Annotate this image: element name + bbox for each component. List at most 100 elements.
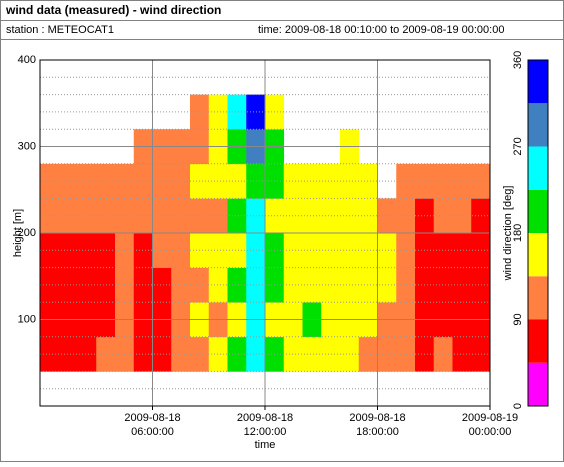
- station: station : METEOCAT1: [6, 24, 114, 36]
- heat-cell: [208, 198, 228, 234]
- heat-cell: [77, 198, 97, 234]
- heat-cell: [358, 163, 378, 199]
- heat-cell: [208, 163, 228, 199]
- heat-cell: [227, 198, 247, 234]
- heat-cell: [152, 233, 172, 268]
- heat-cell: [471, 198, 491, 234]
- heat-cell: [396, 163, 416, 199]
- heat-cell: [452, 163, 472, 199]
- colorbar-swatch: [528, 276, 548, 320]
- chart-title: wind data (measured) - wind direction: [5, 3, 221, 17]
- heat-cell: [321, 163, 341, 199]
- heat-cell: [246, 336, 266, 372]
- heat-cell: [283, 336, 303, 372]
- x-tick-label: 2009-08-18: [349, 412, 405, 424]
- colorbar-swatch: [528, 233, 548, 277]
- heat-cell: [283, 267, 303, 303]
- heat-cell: [396, 336, 416, 372]
- heat-cell: [133, 163, 153, 199]
- heat-cell: [358, 198, 378, 234]
- x-tick-label: 12:00:00: [244, 426, 287, 438]
- plot-border: [39, 59, 491, 407]
- heat-cell: [452, 233, 472, 268]
- heat-cell: [396, 198, 416, 234]
- heat-cell: [246, 198, 266, 234]
- x-axis-label: time: [255, 439, 276, 451]
- x-tick-label: 18:00:00: [356, 426, 399, 438]
- heat-cell: [152, 267, 172, 303]
- heat-cell: [433, 198, 453, 234]
- heat-cell: [396, 267, 416, 303]
- heat-cell: [77, 163, 97, 199]
- heat-cell: [58, 233, 78, 268]
- heat-cell: [302, 233, 322, 268]
- heat-cell: [208, 233, 228, 268]
- heat-cell: [171, 163, 191, 199]
- heat-cell: [358, 233, 378, 268]
- heat-cell: [96, 198, 116, 234]
- heat-cell: [302, 163, 322, 199]
- y-axis-label: height [m]: [12, 209, 24, 257]
- heat-cell: [358, 336, 378, 372]
- heat-cell: [321, 198, 341, 234]
- heat-cell: [471, 336, 491, 372]
- y-tick-label: 200: [18, 227, 36, 239]
- heat-cell: [96, 336, 116, 372]
- colorbar-swatch: [528, 60, 548, 104]
- heat-cell: [471, 267, 491, 303]
- heat-cell: [283, 233, 303, 268]
- colorbar-swatch: [528, 319, 548, 363]
- heat-cell: [283, 198, 303, 234]
- heat-cell: [246, 163, 266, 199]
- heat-cell: [152, 198, 172, 234]
- x-tick-label: 2009-08-18: [237, 412, 293, 424]
- heat-cell: [302, 267, 322, 303]
- heat-cell: [471, 163, 491, 199]
- heat-cell: [77, 267, 97, 303]
- heat-cell: [377, 336, 397, 372]
- heat-cell: [433, 336, 453, 372]
- heat-cell: [58, 336, 78, 372]
- heat-cell: [246, 233, 266, 268]
- heat-cell: [171, 233, 191, 268]
- heat-cell: [377, 198, 397, 234]
- colorbar-tick-label: 360: [512, 51, 524, 69]
- heat-cell: [246, 267, 266, 303]
- heat-cell: [58, 198, 78, 234]
- heat-cell: [227, 233, 247, 268]
- y-tick-label: 100: [18, 313, 36, 325]
- heat-cell: [152, 163, 172, 199]
- heat-cell: [208, 267, 228, 303]
- heat-cell: [396, 233, 416, 268]
- colorbar-tick-label: 270: [512, 137, 524, 155]
- heat-cell: [227, 94, 247, 130]
- heat-cell: [152, 336, 172, 372]
- colorbar-tick-label: 0: [512, 403, 524, 409]
- heat-cell: [227, 267, 247, 303]
- heat-cell: [58, 163, 78, 199]
- heat-cell: [377, 267, 397, 303]
- heat-cell: [321, 336, 341, 372]
- x-tick-label: 00:00:00: [469, 426, 512, 438]
- heat-cell: [96, 163, 116, 199]
- heat-cell: [471, 233, 491, 268]
- heat-cell: [246, 94, 266, 130]
- colorbar-border: [527, 59, 549, 407]
- heat-cell: [208, 94, 228, 130]
- heat-cell: [227, 163, 247, 199]
- heat-cell: [321, 233, 341, 268]
- heat-cell: [433, 267, 453, 303]
- y-tick-label: 400: [18, 54, 36, 66]
- heat-cell: [433, 163, 453, 199]
- heat-cell: [433, 233, 453, 268]
- y-tick-label: 300: [18, 140, 36, 152]
- heat-cell: [171, 198, 191, 234]
- heat-cell: [227, 336, 247, 372]
- colorbar-tick-label: 90: [512, 313, 524, 325]
- heat-cell: [171, 267, 191, 303]
- x-tick-label: 2009-08-19: [462, 412, 518, 424]
- colorbar-swatch: [528, 189, 548, 233]
- x-tick-label: 2009-08-18: [124, 412, 180, 424]
- colorbar-label: wind direction [deg]: [502, 186, 514, 282]
